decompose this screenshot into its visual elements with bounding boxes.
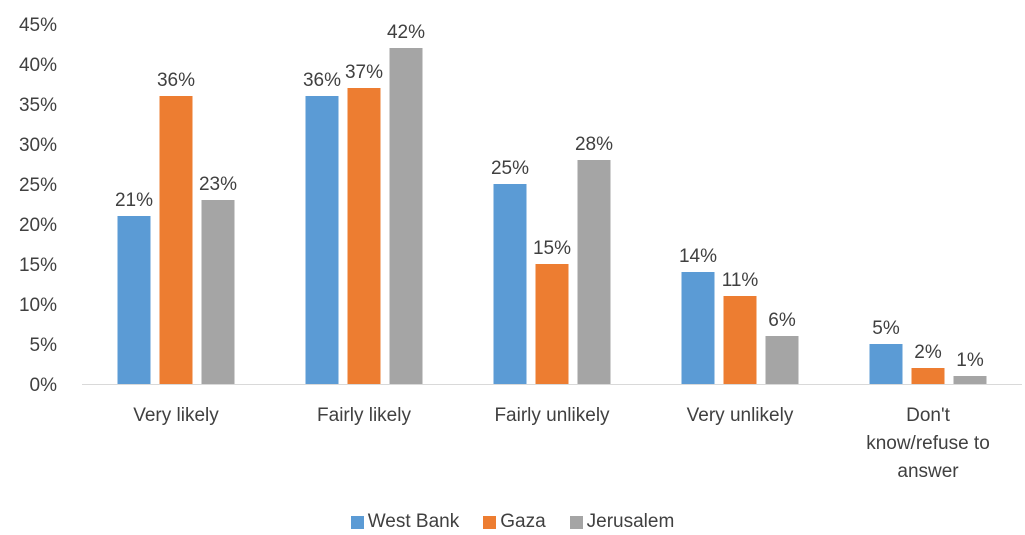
x-tick-label: Very likely [133, 405, 219, 426]
data-label: 28% [575, 134, 613, 155]
y-tick-label: 0% [30, 375, 58, 396]
chart-svg: 0% 5% 10% 15% 20% 25% 30% 35% 40% 45% 21% 36% 23% Ver… [19, 15, 1022, 482]
bar [765, 336, 799, 384]
bar [911, 368, 945, 384]
data-label: 21% [115, 190, 153, 211]
data-label: 37% [345, 62, 383, 83]
y-tick-label: 30% [19, 135, 57, 156]
data-label: 25% [491, 158, 529, 179]
x-tick-label-line: answer [897, 461, 959, 482]
bar [347, 88, 381, 384]
bar [953, 376, 987, 384]
x-tick-label-line: Fairly likely [317, 405, 411, 426]
data-label: 36% [303, 70, 341, 91]
x-tick-label-line: Very unlikely [687, 405, 794, 426]
x-tick-label: Very unlikely [687, 405, 794, 426]
bar [305, 96, 339, 384]
data-label: 5% [872, 318, 900, 339]
bar [201, 200, 235, 384]
x-tick-label: Fairly likely [317, 405, 411, 426]
legend-label: Jerusalem [586, 511, 675, 532]
y-tick-label: 20% [19, 215, 57, 236]
data-label: 1% [956, 350, 984, 371]
bar [869, 344, 903, 384]
y-tick-label: 40% [19, 55, 57, 76]
legend-swatch [569, 515, 583, 529]
bar [681, 272, 715, 384]
data-label: 2% [914, 342, 942, 363]
legend-item: Gaza [483, 511, 546, 533]
data-label: 23% [199, 174, 237, 195]
data-label: 6% [768, 310, 796, 331]
legend: West Bank Gaza Jerusalem [0, 510, 1025, 534]
x-tick-label-line: Don't [906, 405, 950, 426]
data-label: 15% [533, 238, 571, 259]
bar [535, 264, 569, 384]
y-tick-label: 45% [19, 15, 57, 36]
x-tick-label: Don't know/refuse to answer [866, 405, 990, 482]
legend-label: West Bank [367, 511, 460, 532]
bar [577, 160, 611, 384]
y-tick-label: 35% [19, 95, 57, 116]
data-label: 42% [387, 22, 425, 43]
legend-swatch [483, 515, 497, 529]
data-label: 14% [679, 246, 717, 267]
x-tick-label-line: know/refuse to [866, 433, 990, 454]
data-label: 36% [157, 70, 195, 91]
bar [493, 184, 527, 384]
x-tick-label-line: Very likely [133, 405, 219, 426]
legend-item: Jerusalem [569, 511, 675, 533]
y-tick-label: 25% [19, 175, 57, 196]
y-tick-label: 5% [30, 335, 58, 356]
y-tick-label: 10% [19, 295, 57, 316]
y-tick-label: 15% [19, 255, 57, 276]
bar [389, 48, 423, 384]
x-tick-label: Fairly unlikely [494, 405, 610, 426]
bar [117, 216, 151, 384]
legend-label: Gaza [500, 511, 546, 532]
legend-swatch [350, 515, 364, 529]
bar [723, 296, 757, 384]
data-label: 11% [722, 270, 759, 291]
x-tick-label-line: Fairly unlikely [494, 405, 610, 426]
legend-item: West Bank [350, 511, 460, 533]
bar [159, 96, 193, 384]
